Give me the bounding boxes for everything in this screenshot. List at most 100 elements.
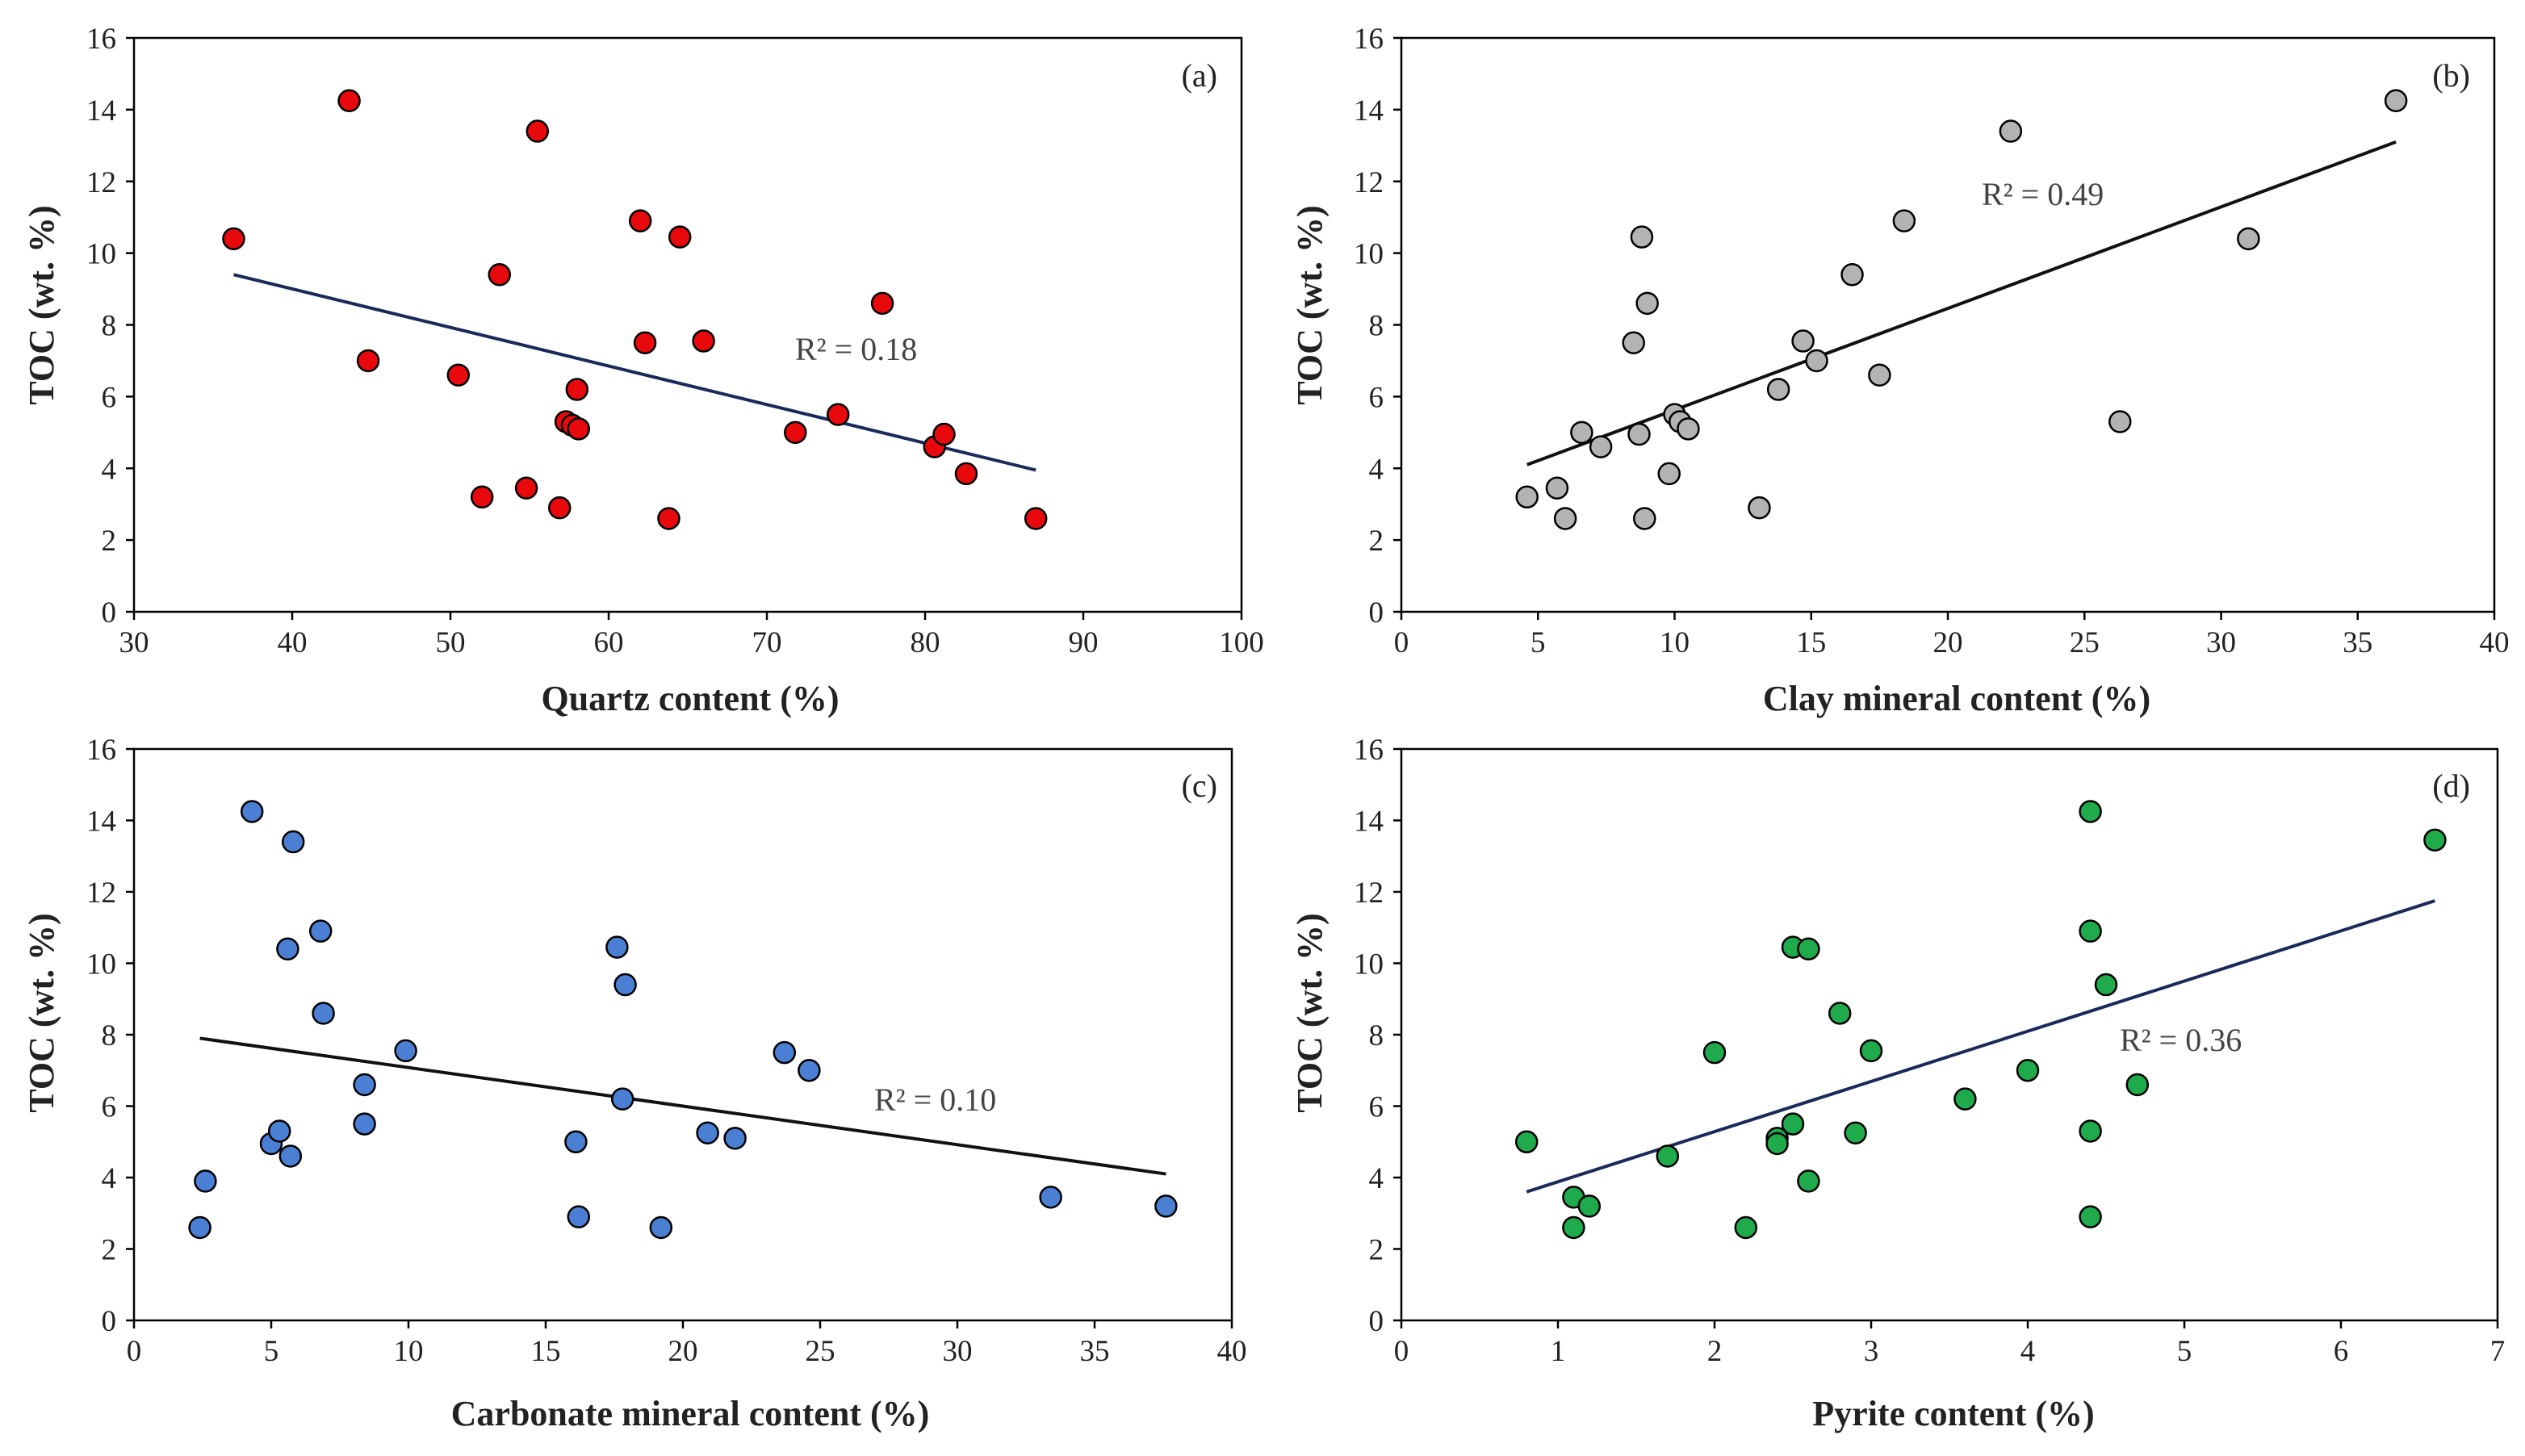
y-tick-label: 10 (86, 238, 116, 271)
x-tick-label: 0 (1394, 1335, 1409, 1368)
y-tick-label: 6 (1369, 1091, 1384, 1124)
trend-line (199, 1036, 1166, 1176)
data-point (1514, 1130, 1539, 1153)
y-tick-label: 10 (86, 948, 116, 981)
data-point (605, 935, 629, 959)
y-tick-label: 8 (1369, 310, 1384, 343)
data-point (564, 1130, 588, 1153)
data-point (1766, 378, 1790, 401)
y-tick-label: 12 (86, 166, 116, 199)
data-point (2125, 1073, 2150, 1097)
data-point (1748, 496, 1771, 520)
y-tick-label: 4 (1369, 1162, 1384, 1195)
data-point (188, 1215, 211, 1240)
y-axis-label: TOC (wt. %) (22, 205, 61, 404)
data-point (1545, 476, 1569, 500)
data-point (2079, 1205, 2102, 1228)
data-point (1734, 1215, 1758, 1240)
data-point (446, 363, 471, 387)
data-point (2237, 227, 2260, 251)
x-axis-label: Clay mineral content (%) (1763, 679, 2150, 718)
data-point (1553, 507, 1577, 530)
data-point (1999, 119, 2023, 143)
y-tick-label: 6 (102, 381, 117, 414)
data-point (696, 1121, 719, 1144)
data-point (798, 1059, 821, 1082)
data-point (773, 1040, 797, 1065)
y-tick-label: 8 (1369, 1019, 1384, 1052)
data-point (1627, 422, 1651, 446)
x-tick-label: 30 (943, 1335, 973, 1368)
x-tick-label: 35 (1080, 1335, 1110, 1368)
data-point (488, 263, 512, 287)
y-tick-label: 8 (102, 1019, 117, 1052)
data-point (692, 329, 715, 353)
data-point (194, 1169, 217, 1193)
x-tick-label: 30 (119, 626, 149, 659)
data-point (1635, 291, 1659, 316)
data-point (1892, 209, 1916, 232)
data-point (633, 331, 657, 354)
data-point (278, 1144, 303, 1168)
data-point (567, 1205, 591, 1228)
y-tick-label: 14 (1354, 805, 1384, 839)
data-point (784, 420, 807, 445)
data-point (649, 1215, 673, 1240)
data-point (1154, 1195, 1178, 1218)
y-axis-label: TOC (wt. %) (1290, 205, 1329, 404)
data-point (1657, 462, 1681, 486)
y-tick-label: 16 (86, 734, 116, 767)
data-point (281, 830, 305, 854)
panel-tag: (c) (1182, 768, 1217, 804)
x-tick-label: 5 (1530, 626, 1546, 659)
data-point (610, 1087, 634, 1111)
data-point (565, 378, 589, 401)
y-tick-label: 16 (1354, 23, 1384, 56)
data-point (276, 937, 299, 961)
y-tick-label: 6 (102, 1091, 117, 1124)
y-tick-label: 0 (1369, 596, 1384, 630)
x-tick-label: 10 (394, 1335, 424, 1368)
y-tick-label: 16 (86, 23, 116, 56)
data-point (1781, 1112, 1805, 1136)
plot-area: 0 5 10 15 20 25 30 35 40 0 2 4 6 8 10 12 14 16 (86, 734, 1247, 1368)
data-point (1622, 331, 1645, 354)
data-point (267, 1119, 291, 1143)
data-point (240, 800, 264, 823)
trend-line (233, 273, 1036, 472)
data-point (308, 919, 333, 943)
y-tick-label: 0 (1369, 1305, 1384, 1338)
data-point (870, 291, 894, 316)
x-tick-label: 35 (2343, 626, 2372, 659)
data-point (1630, 225, 1654, 249)
x-tick-label: 0 (127, 1335, 142, 1368)
data-point (1570, 420, 1593, 445)
x-tick-label: 40 (278, 626, 308, 659)
data-point (1633, 507, 1656, 530)
data-point (628, 209, 652, 232)
x-tick-label: 90 (1069, 626, 1099, 659)
data-point (1840, 263, 1864, 287)
y-tick-label: 10 (1354, 238, 1384, 271)
data-point (1656, 1144, 1680, 1168)
data-point (2079, 800, 2102, 823)
x-tick-label: 20 (1933, 626, 1963, 659)
x-tick-label: 100 (1219, 626, 1264, 659)
y-tick-label: 14 (86, 94, 116, 128)
y-axis-label: TOC (wt. %) (1290, 913, 1329, 1112)
plot-area: 0 5 10 15 20 25 30 35 40 0 2 4 6 8 10 12 14 16 (1354, 23, 2510, 659)
y-tick-label: 2 (1369, 525, 1384, 558)
y-tick-label: 6 (1369, 381, 1384, 414)
x-tick-label: 50 (436, 626, 466, 659)
x-tick-label: 10 (1660, 626, 1690, 659)
data-point (337, 89, 361, 113)
data-point (514, 476, 538, 500)
x-tick-label: 5 (2177, 1335, 2192, 1368)
y-tick-label: 14 (1354, 94, 1384, 128)
x-tick-label: 2 (1707, 1335, 1723, 1368)
data-point (1562, 1215, 1585, 1240)
x-tick-label: 15 (1796, 626, 1826, 659)
x-tick-label: 70 (752, 626, 782, 659)
data-point (1844, 1121, 1867, 1144)
y-tick-label: 14 (86, 805, 116, 839)
